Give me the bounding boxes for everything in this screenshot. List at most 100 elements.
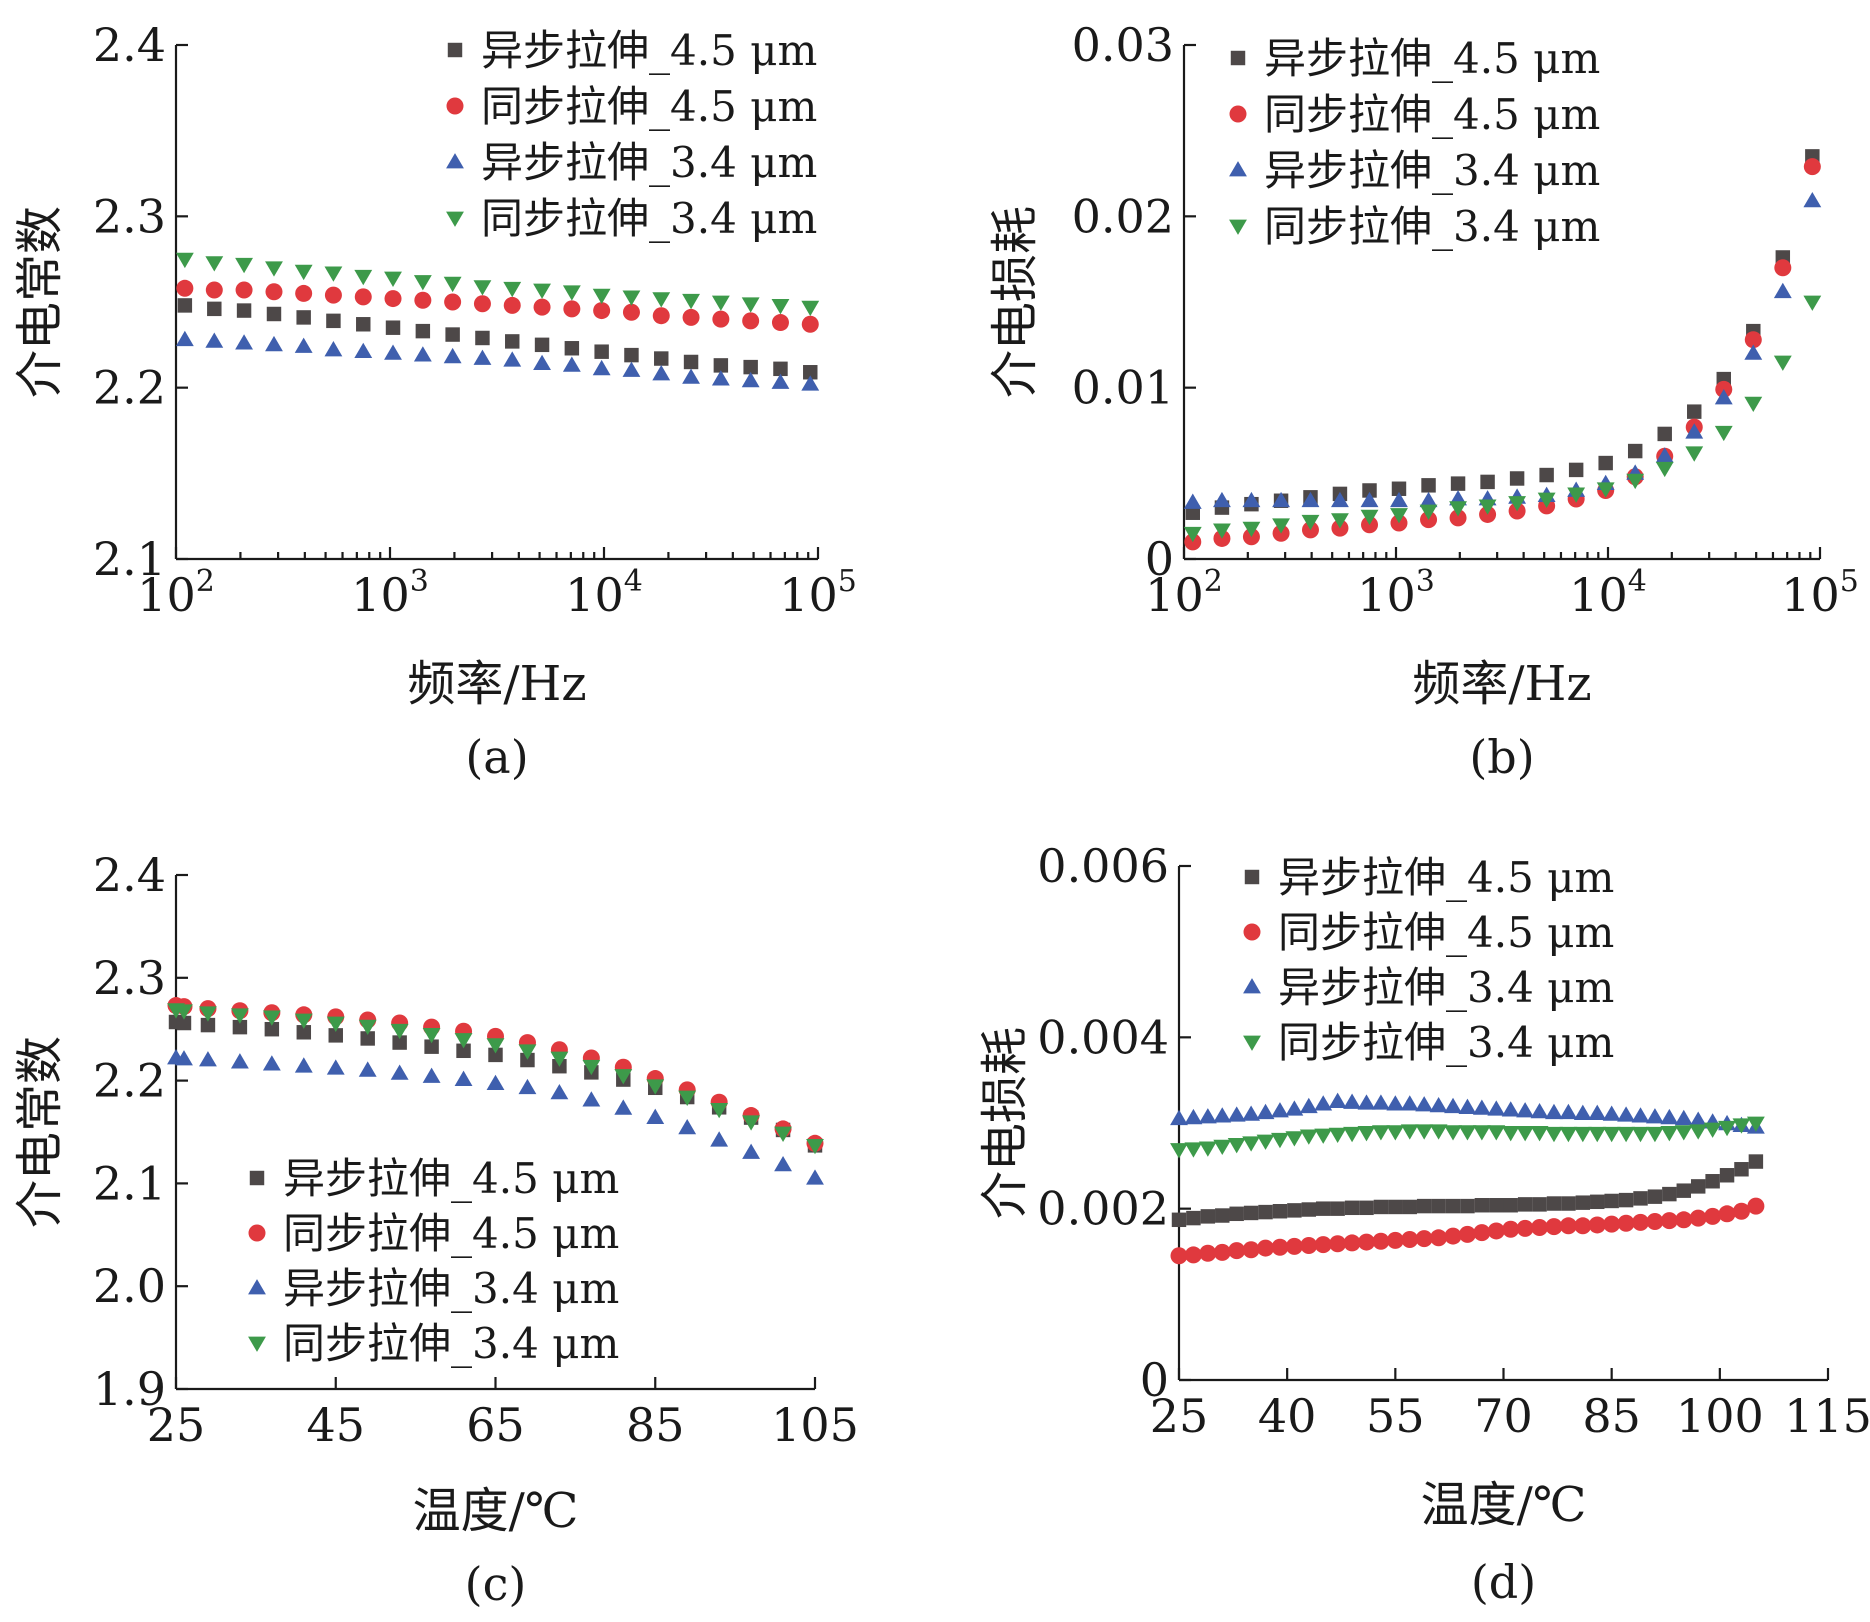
data-point: [1704, 1207, 1722, 1225]
data-point: [1487, 1222, 1505, 1240]
data-point: [1445, 1198, 1461, 1214]
data-point: [473, 280, 492, 296]
data-point: [1545, 1103, 1563, 1120]
data-point: [1568, 462, 1584, 478]
data-point: [294, 1013, 313, 1029]
data-point: [175, 330, 194, 347]
data-point: [385, 320, 401, 335]
data-point: [356, 317, 371, 332]
x-tick-label: 115: [1784, 1389, 1870, 1443]
data-point: [1675, 1211, 1693, 1229]
data-point: [624, 347, 639, 363]
data-point: [614, 1069, 633, 1085]
legend-label: 同步拉伸_4.5 μm: [283, 1209, 619, 1258]
data-point: [1415, 1096, 1434, 1112]
legend-label: 同步拉伸_3.4 μm: [1264, 202, 1600, 251]
legend-label: 同步拉伸_3.4 μm: [1278, 1018, 1614, 1067]
data-point: [1714, 425, 1733, 442]
data-point: [1373, 1199, 1389, 1215]
data-point: [1508, 496, 1527, 512]
data-point: [1480, 474, 1495, 490]
data-point: [177, 298, 193, 313]
data-point: [1186, 1210, 1201, 1226]
data-point: [582, 1059, 601, 1076]
y-tick-label: 2.3: [93, 951, 166, 1005]
data-point: [324, 266, 343, 282]
data-point: [711, 295, 730, 311]
data-point: [326, 1016, 345, 1032]
data-point: [1687, 404, 1702, 419]
legend-marker: [447, 42, 463, 58]
data-point: [1539, 467, 1554, 483]
data-point: [622, 290, 641, 306]
data-point: [473, 349, 492, 365]
x-tick-label: 100: [1676, 1389, 1764, 1443]
panel-caption: (b): [1469, 730, 1534, 784]
chart-panel-d: 0 0.002 0.004 0.006 25 40 55 70 85 100 115 温度/℃ 介电损耗…: [935, 809, 1870, 1618]
data-point: [550, 1051, 569, 1067]
data-point: [1272, 518, 1290, 534]
legend-marker: [1243, 923, 1261, 941]
data-point: [1386, 1095, 1405, 1111]
data-point: [741, 297, 760, 313]
x-tick-label: 25: [1150, 1389, 1209, 1443]
data-point: [562, 356, 581, 372]
data-point: [454, 1033, 473, 1049]
data-point: [1773, 355, 1792, 371]
data-point: [1573, 1126, 1592, 1143]
data-point: [1450, 476, 1466, 491]
x-tick-label: 85: [626, 1398, 685, 1452]
data-point: [1444, 1125, 1462, 1141]
data-point: [295, 284, 313, 302]
data-point: [358, 1019, 377, 1036]
data-point: [1272, 1204, 1288, 1219]
data-point: [175, 1050, 193, 1066]
chart-panel-c: 1.9 2.0 2.1 2.2 2.3 2.4 25 45 65 85 105 温度/℃ 介电常数 (c)…: [0, 809, 935, 1618]
legend-marker: [1230, 50, 1246, 66]
chart-panel-a: 2.1 2.2 2.3 2.4 102 103 104 105 频率/Hz 介电常数 (a) 异步拉伸…: [0, 0, 935, 809]
legend-label: 异步拉伸_4.5 μm: [481, 26, 817, 75]
legend-marker: [1243, 978, 1261, 994]
data-point: [1371, 1125, 1390, 1141]
data-point: [1301, 491, 1320, 508]
data-point: [652, 365, 671, 381]
data-point: [456, 1043, 471, 1059]
data-point: [562, 285, 581, 301]
data-point: [1271, 1102, 1289, 1118]
series-triangle_down: [175, 252, 820, 317]
data-point: [678, 1118, 697, 1135]
data-point: [1646, 1108, 1664, 1124]
data-point: [1183, 526, 1202, 543]
data-point: [1575, 1195, 1591, 1210]
data-point: [1357, 1126, 1376, 1142]
legend-marker: [248, 1336, 266, 1352]
data-point: [1331, 513, 1349, 529]
data-point: [1559, 1217, 1577, 1235]
x-tick-label: 102: [137, 564, 215, 622]
series-triangle_down: [167, 1003, 824, 1155]
data-point: [743, 359, 758, 375]
data-point: [1242, 1241, 1260, 1259]
data-point: [1474, 1198, 1490, 1213]
data-point: [175, 252, 194, 269]
data-point: [1633, 1191, 1648, 1206]
data-point: [533, 283, 551, 299]
data-point: [444, 293, 462, 311]
data-point: [1803, 158, 1821, 176]
data-point: [1198, 1108, 1217, 1124]
data-point: [1227, 1106, 1246, 1122]
data-point: [176, 279, 194, 297]
data-point: [230, 1008, 249, 1024]
data-point: [1657, 426, 1672, 442]
data-point: [711, 370, 730, 386]
data-point: [266, 306, 282, 322]
data-point: [1660, 1126, 1679, 1142]
data-point: [801, 300, 820, 317]
data-point: [1602, 1105, 1621, 1121]
x-tick-label: 105: [771, 1398, 859, 1452]
series-square: [1171, 1154, 1764, 1228]
data-point: [1460, 1198, 1475, 1214]
data-point: [296, 310, 311, 325]
data-point: [803, 365, 818, 380]
data-point: [1646, 1213, 1664, 1231]
